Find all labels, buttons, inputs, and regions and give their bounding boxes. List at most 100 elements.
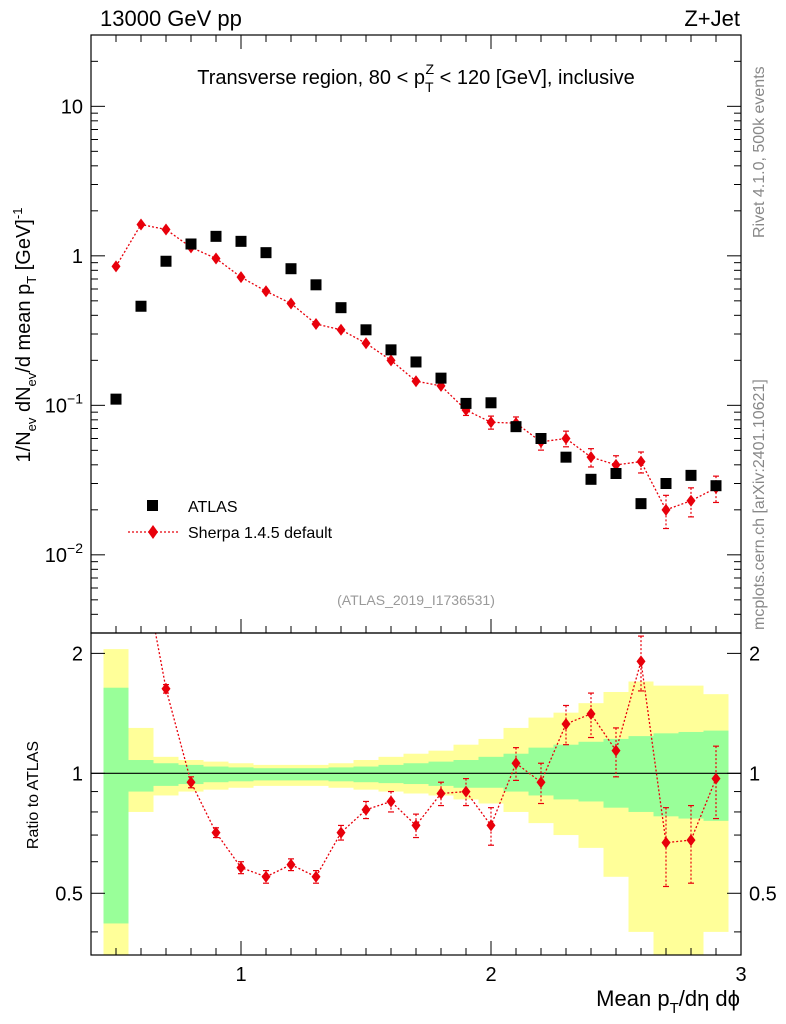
ylabel-d-sup: -1	[10, 208, 25, 220]
header-right: Z+Jet	[684, 6, 740, 31]
green-band-bin	[103, 687, 129, 924]
sherpa-point	[411, 375, 421, 388]
sherpa-point	[611, 458, 621, 471]
atlas-point	[660, 478, 672, 489]
ratio-point	[211, 826, 221, 839]
ratio-ylabel: Ratio to ATLAS	[25, 741, 42, 849]
green-band-bin	[328, 767, 354, 782]
ratio-point	[686, 834, 696, 847]
green-band-bin	[653, 733, 679, 817]
sherpa-point	[486, 416, 496, 429]
main-y-tick-label: 10	[61, 96, 83, 118]
atlas-point	[510, 421, 522, 433]
ratio-y-tick-label-left: 0.5	[55, 883, 83, 905]
x-tick-label: 3	[735, 964, 746, 986]
atlas-point	[410, 356, 422, 368]
sherpa-point	[161, 223, 171, 236]
ratio-point	[636, 655, 646, 668]
legend-sherpa-marker	[148, 525, 158, 539]
sherpa-point	[111, 260, 121, 273]
ratio-point	[461, 785, 471, 798]
atlas-point	[535, 432, 547, 444]
atlas-point	[260, 247, 272, 259]
atlas-point	[610, 467, 622, 479]
ratio-point	[161, 682, 171, 695]
yellow-band-bin	[678, 685, 704, 955]
sherpa-point	[286, 297, 296, 310]
sherpa-point	[586, 451, 596, 464]
ylabel-d: [GeV]	[13, 219, 35, 276]
green-band-bin	[378, 764, 404, 784]
atlas-point	[710, 480, 722, 492]
ratio-point	[311, 870, 321, 883]
ratio-point	[661, 836, 671, 849]
green-band-bin	[578, 741, 604, 802]
tick-exponent: −1	[67, 390, 83, 406]
atlas-point	[285, 263, 297, 275]
sherpa-point	[211, 252, 221, 265]
ylabel-c: /d mean p	[13, 284, 35, 373]
ratio-y-tick-label-right: 2	[749, 643, 760, 665]
title-sup: Z	[426, 61, 435, 77]
atlas-point	[160, 255, 172, 267]
ratio-y-tick-label-right: 1	[749, 763, 760, 785]
atlas-point	[635, 498, 647, 510]
title-sub: T	[425, 79, 434, 95]
main-y-tick-label: 1	[72, 246, 83, 268]
sherpa-point	[236, 271, 246, 284]
sherpa-point	[261, 285, 271, 298]
ratio-point	[386, 795, 396, 808]
xlabel: Mean pT/dη dϕ	[596, 986, 740, 1017]
main-panel-frame	[90, 34, 742, 634]
ratio-point	[561, 717, 571, 730]
sherpa-point	[686, 494, 696, 507]
title-suffix: < 120 [GeV], inclusive	[434, 67, 635, 89]
atlas-point	[210, 230, 222, 242]
ylabel-c-sub: T	[24, 276, 39, 284]
ratio-point	[611, 744, 621, 757]
mcplots-label: mcplots.cern.ch [arXiv:2401.10621]	[751, 379, 768, 630]
atlas-point	[110, 393, 122, 405]
tick-base: 10	[45, 395, 67, 417]
ratio-panel-frame	[90, 632, 742, 956]
ratio-y-tick-label-right: 0.5	[749, 883, 777, 905]
sherpa-point	[661, 503, 671, 516]
atlas-point	[310, 279, 322, 291]
legend-sherpa-label: Sherpa 1.4.5 default	[188, 525, 333, 542]
green-band-bin	[278, 768, 304, 781]
ylabel-b: dN	[13, 386, 35, 417]
ratio-clipped-group	[154, 633, 721, 888]
title-prefix: Transverse region, 80 < p	[197, 67, 425, 89]
sherpa-point	[561, 432, 571, 445]
green-band-bin	[153, 763, 179, 786]
ratio-point	[711, 772, 721, 785]
atlas-point	[235, 235, 247, 247]
ratio-point	[236, 861, 246, 874]
atlas-point	[360, 324, 372, 336]
main-y-tick-label: 10−2	[45, 540, 83, 567]
sherpa-point	[311, 317, 321, 330]
rivet-label: Rivet 4.1.0, 500k events	[751, 66, 768, 238]
atlas-point	[385, 344, 397, 356]
sherpa-point	[136, 218, 146, 231]
xlabel-main: Mean p	[596, 986, 669, 1011]
ratio-point	[261, 870, 271, 883]
green-band-bin	[228, 767, 254, 782]
ratio-point	[286, 858, 296, 871]
green-band-bin	[478, 756, 504, 788]
atlas-point	[435, 372, 447, 384]
ratio-point	[361, 803, 371, 816]
tick-exponent: −2	[67, 540, 83, 556]
legend-atlas-marker	[147, 500, 158, 511]
ratio-panel-marks	[154, 633, 721, 888]
atlas-point	[560, 451, 572, 463]
ylabel-a-sub: ev	[24, 417, 39, 431]
green-band-bin	[628, 736, 654, 812]
atlas-point	[460, 397, 472, 409]
ratio-point	[186, 776, 196, 789]
green-band-bin	[678, 731, 704, 819]
ratio-point	[486, 819, 496, 832]
ratio-y-tick-label-left: 2	[72, 643, 83, 665]
